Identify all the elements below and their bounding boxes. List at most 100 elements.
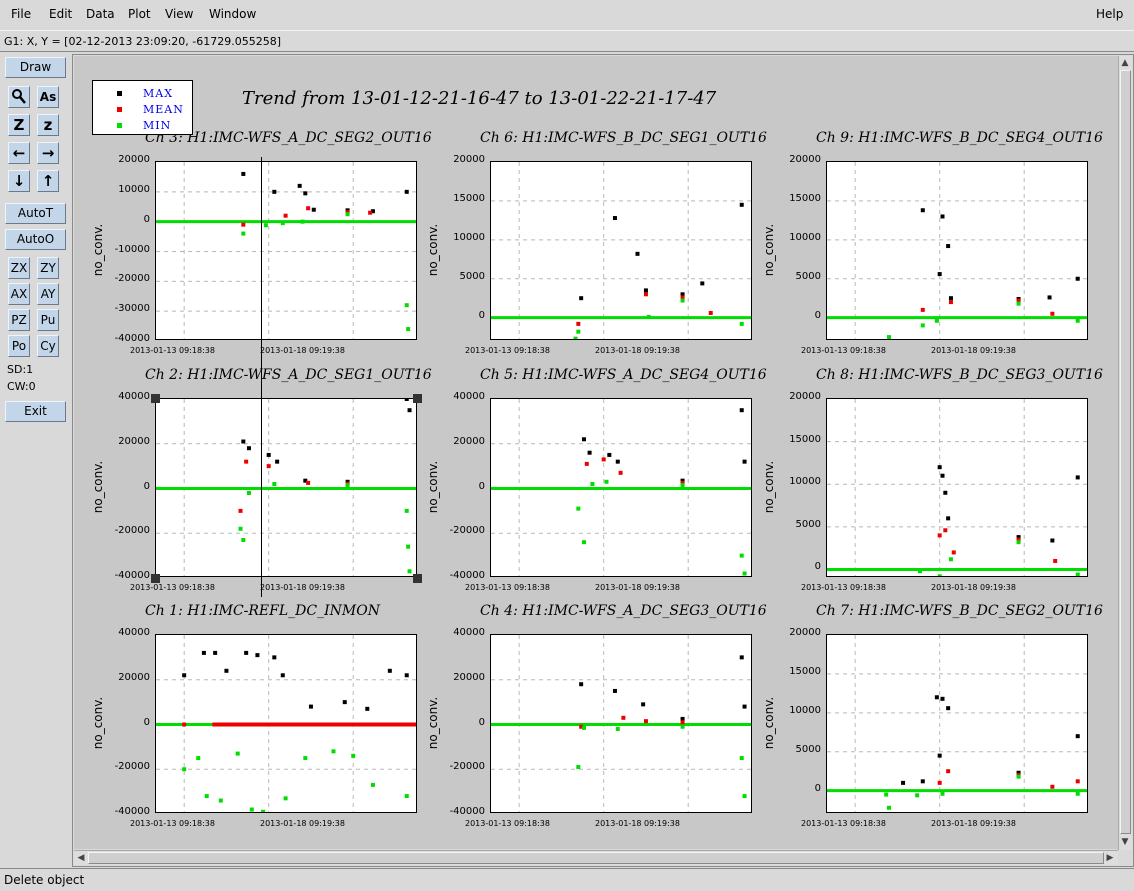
magnify-button[interactable] xyxy=(8,86,30,108)
po-button[interactable]: Po xyxy=(8,335,30,357)
point-min xyxy=(646,314,651,319)
chart-title: Ch 9: H1:IMC-WFS_B_DC_SEG4_OUT16 xyxy=(816,130,1103,146)
plot-area[interactable] xyxy=(490,161,752,340)
arrow-right-icon: → xyxy=(41,144,55,162)
y-tick-label: 5000 xyxy=(795,743,821,755)
plot-area[interactable] xyxy=(826,634,1088,813)
y-tick-label: 0 xyxy=(814,561,821,573)
y-tick-label: 0 xyxy=(478,480,485,492)
trend-title: Trend from 13-01-12-21-16-47 to 13-01-22… xyxy=(242,88,717,109)
x-tick-label: 2013-01-18 09:19:38 xyxy=(260,346,345,355)
point-mean xyxy=(618,470,623,475)
text-button[interactable]: As xyxy=(37,86,59,108)
plot-area[interactable] xyxy=(155,634,417,813)
point-mean xyxy=(1053,558,1058,563)
y-tick-label: 40000 xyxy=(453,391,485,402)
menu-edit[interactable]: Edit xyxy=(49,7,73,21)
point-min xyxy=(739,756,744,761)
y-tick-label: -10000 xyxy=(114,243,150,255)
point-max xyxy=(700,281,705,286)
point-max xyxy=(370,209,375,214)
ay-button[interactable]: AY xyxy=(37,283,59,305)
plot-area[interactable] xyxy=(490,398,752,577)
point-min xyxy=(680,298,685,303)
point-max xyxy=(272,655,277,660)
cy-button[interactable]: Cy xyxy=(37,335,59,357)
horizontal-scrollbar[interactable]: ◀ ▶ xyxy=(74,850,1118,865)
vertical-scrollbar[interactable]: ▲ ▼ xyxy=(1118,56,1132,850)
scroll-up-icon[interactable]: ▲ xyxy=(1121,58,1129,68)
pan-up-button[interactable]: ↑ xyxy=(37,170,59,192)
selection-handle[interactable] xyxy=(151,394,160,403)
pan-left-button[interactable]: ← xyxy=(8,142,30,164)
pz-button[interactable]: PZ xyxy=(8,309,30,331)
point-max xyxy=(937,272,942,277)
plot-area[interactable] xyxy=(490,634,752,813)
point-max xyxy=(246,446,251,451)
point-max xyxy=(680,478,685,483)
plot-area[interactable] xyxy=(826,398,1088,577)
pu-button[interactable]: Pu xyxy=(37,309,59,331)
menu-view[interactable]: View xyxy=(165,7,194,21)
legend[interactable]: MAX MEAN MIN xyxy=(92,80,193,135)
zoom-in-button[interactable]: Z xyxy=(8,114,30,136)
point-max xyxy=(739,408,744,413)
scroll-right-icon[interactable]: ▶ xyxy=(1106,853,1114,863)
selection-handle[interactable] xyxy=(413,394,422,403)
menu-window[interactable]: Window xyxy=(209,7,257,21)
point-min xyxy=(576,765,581,770)
y-tick-label: 0 xyxy=(814,309,821,321)
zoom-out-button[interactable]: z xyxy=(37,114,59,136)
plot-area[interactable] xyxy=(826,161,1088,340)
point-min xyxy=(246,490,251,495)
auto-o-button[interactable]: AutoO xyxy=(5,229,66,250)
point-mean xyxy=(643,292,648,297)
point-mean xyxy=(266,464,271,469)
y-tick-label: 20000 xyxy=(789,154,821,165)
plot-area[interactable] xyxy=(155,161,417,340)
y-tick-label: 15000 xyxy=(789,665,821,677)
exit-button[interactable]: Exit xyxy=(5,401,66,422)
selection-handle[interactable] xyxy=(151,574,160,583)
point-min xyxy=(280,221,285,226)
plot-area[interactable] xyxy=(155,398,417,577)
selection-handle[interactable] xyxy=(413,574,422,583)
point-max xyxy=(641,702,646,707)
point-max xyxy=(643,288,648,293)
point-mean xyxy=(294,722,299,727)
point-min xyxy=(407,569,412,574)
scroll-left-icon[interactable]: ◀ xyxy=(77,853,85,863)
ax-button[interactable]: AX xyxy=(8,283,30,305)
pan-right-button[interactable]: → xyxy=(37,142,59,164)
menu-file[interactable]: File xyxy=(11,7,32,21)
point-min xyxy=(884,792,889,797)
plot-svg xyxy=(827,162,1087,339)
point-min xyxy=(331,749,336,754)
plot-svg xyxy=(156,162,416,339)
point-mean xyxy=(244,459,249,464)
auto-t-button[interactable]: AutoT xyxy=(5,203,66,224)
zx-button[interactable]: ZX xyxy=(8,257,30,279)
menu-help[interactable]: Help xyxy=(1096,7,1124,21)
horizontal-scroll-thumb[interactable] xyxy=(88,852,1104,864)
scroll-down-icon[interactable]: ▼ xyxy=(1121,837,1129,847)
sd-indicator: SD:1 xyxy=(7,363,34,376)
point-mean xyxy=(407,722,412,727)
vertical-scroll-thumb[interactable] xyxy=(1120,70,1131,834)
point-min xyxy=(604,479,609,484)
tool-panel: Draw As Z z ← → ↓ ↑ AutoT AutoO ZX ZY AX… xyxy=(0,54,70,866)
menu-data[interactable]: Data xyxy=(86,7,115,21)
menu-plot[interactable]: Plot xyxy=(128,7,151,21)
cursor-line[interactable] xyxy=(261,157,262,597)
point-max xyxy=(201,650,206,655)
point-min xyxy=(739,553,744,558)
chart-title: Ch 1: H1:IMC-REFL_DC_INMON xyxy=(145,603,380,619)
point-min xyxy=(235,751,240,756)
pan-down-button[interactable]: ↓ xyxy=(8,170,30,192)
y-tick-label: 20000 xyxy=(453,671,485,683)
point-mean xyxy=(680,720,685,725)
point-min xyxy=(1075,572,1080,576)
draw-button[interactable]: Draw xyxy=(5,57,66,78)
point-min xyxy=(576,506,581,511)
zy-button[interactable]: ZY xyxy=(37,257,59,279)
